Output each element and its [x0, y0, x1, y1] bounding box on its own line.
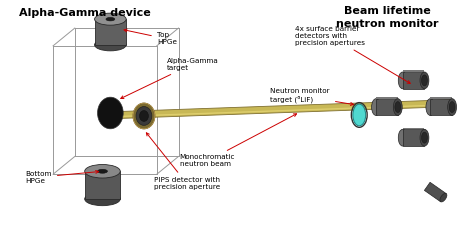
Bar — [376, 99, 398, 115]
Ellipse shape — [421, 75, 428, 86]
Ellipse shape — [85, 164, 120, 178]
Bar — [403, 70, 424, 72]
Bar — [95, 19, 126, 45]
Text: Beam lifetime
neutron monitor: Beam lifetime neutron monitor — [336, 6, 438, 29]
Ellipse shape — [98, 169, 108, 173]
Ellipse shape — [398, 129, 407, 146]
Text: Alpha-Gamma device: Alpha-Gamma device — [19, 8, 151, 18]
Ellipse shape — [440, 193, 447, 202]
Text: Bottom
HPGe: Bottom HPGe — [26, 171, 99, 184]
Text: Alpha-Gamma
target: Alpha-Gamma target — [121, 58, 219, 99]
Ellipse shape — [393, 99, 402, 115]
Ellipse shape — [353, 104, 365, 126]
Ellipse shape — [136, 107, 152, 125]
Polygon shape — [120, 100, 453, 118]
Text: PIPS detector with
precision aperture: PIPS detector with precision aperture — [146, 133, 220, 190]
Ellipse shape — [395, 102, 401, 112]
Ellipse shape — [449, 102, 455, 112]
Polygon shape — [424, 182, 446, 202]
Text: Neutron monitor
target (⁶LiF): Neutron monitor target (⁶LiF) — [270, 88, 354, 106]
Ellipse shape — [133, 103, 155, 129]
Text: Monochromatic
neutron beam: Monochromatic neutron beam — [180, 114, 297, 167]
Bar — [403, 72, 424, 89]
Ellipse shape — [372, 99, 381, 115]
Ellipse shape — [398, 72, 407, 89]
Bar — [430, 99, 452, 115]
Ellipse shape — [95, 13, 126, 25]
Text: 4x surface barrier
detectors with
precision apertures: 4x surface barrier detectors with precis… — [295, 26, 410, 83]
Ellipse shape — [98, 97, 123, 129]
Ellipse shape — [139, 110, 148, 122]
Ellipse shape — [106, 17, 115, 21]
Ellipse shape — [447, 99, 456, 115]
Ellipse shape — [420, 129, 429, 146]
Ellipse shape — [95, 39, 126, 51]
Bar — [430, 97, 452, 99]
Text: Top
HPGe: Top HPGe — [124, 29, 177, 45]
Bar — [403, 128, 424, 129]
Ellipse shape — [421, 132, 428, 143]
Ellipse shape — [85, 192, 120, 206]
Bar — [376, 97, 398, 99]
Ellipse shape — [426, 99, 435, 115]
Ellipse shape — [420, 72, 429, 89]
Bar — [85, 171, 120, 199]
Bar — [403, 129, 424, 146]
